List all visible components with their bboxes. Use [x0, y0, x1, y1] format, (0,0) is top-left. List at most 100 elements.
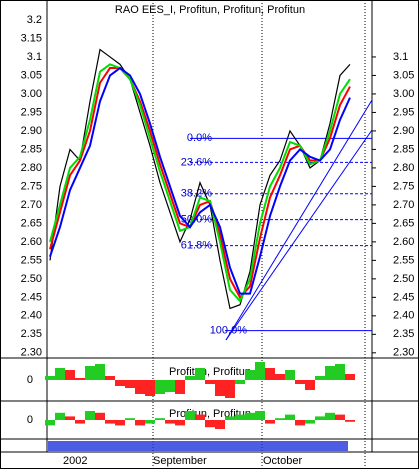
histogram-bar [105, 376, 115, 380]
histogram-bar [295, 380, 305, 384]
histogram-bar [135, 420, 145, 426]
panel-title: Profitun, Profitun [169, 366, 251, 378]
y-tick-label: 2.50 [21, 273, 42, 285]
y-tick-label: 2.30 [21, 347, 42, 359]
histogram-bar [95, 412, 105, 420]
y-tick-label: 2.35 [21, 328, 42, 340]
histogram-bar [65, 370, 75, 380]
histogram-bar [285, 414, 295, 420]
histogram-bar [155, 418, 165, 420]
histogram-bar [215, 380, 225, 396]
y-tick-label: 3.15 [21, 32, 42, 44]
y-tick-label: 2.40 [21, 310, 42, 322]
histogram-bar [255, 411, 265, 420]
histogram-bar [235, 380, 245, 384]
histogram-bar [295, 420, 305, 426]
series-line [49, 63, 351, 303]
volume-band [48, 441, 348, 451]
histogram-bar [165, 380, 175, 392]
histogram-bar [345, 374, 355, 380]
histogram-bar [195, 368, 205, 380]
y2-tick-label: 2.55 [393, 254, 414, 266]
histogram-bar [305, 380, 315, 390]
y-tick-label: 3.2 [27, 14, 42, 26]
histogram-bar [315, 416, 325, 420]
histogram-bar [55, 368, 65, 380]
y2-tick-label: 3.05 [393, 69, 414, 81]
y2-tick-label: 2.65 [393, 217, 414, 229]
y-tick-label: 2.60 [21, 236, 42, 248]
histogram-bar [205, 380, 215, 384]
series-line [49, 66, 351, 295]
histogram-bar [115, 420, 125, 426]
histogram-bar [105, 420, 115, 424]
histogram-bar [85, 411, 95, 420]
histogram-bar [335, 364, 345, 380]
fib-label: 61.8% [181, 239, 212, 251]
histogram-bar [135, 380, 145, 394]
y-tick-label: 2.90 [21, 125, 42, 137]
y2-tick-label: 2.75 [393, 180, 414, 192]
histogram-bar [265, 368, 275, 380]
chart-title: RAO EES_I, Profitun, Profitun, Profitun [115, 4, 305, 16]
x-tick-label: September [153, 455, 207, 467]
histogram-bar [325, 412, 335, 420]
histogram-bar [315, 376, 325, 380]
histogram-bar [275, 418, 285, 420]
y2-tick-label: 2.70 [393, 199, 414, 211]
histogram-bar [245, 412, 255, 420]
trend-line [225, 99, 373, 341]
y2-tick-label: 2.35 [393, 328, 414, 340]
histogram-bar [285, 370, 295, 380]
y-tick-label: 2.95 [21, 106, 42, 118]
histogram-bar [125, 380, 135, 388]
y2-tick-label: 2.30 [393, 347, 414, 359]
fib-label: 0.0% [187, 132, 212, 144]
histogram-bar [345, 420, 355, 422]
y-tick-label: 3.05 [21, 69, 42, 81]
y2-tick-label: 2.85 [393, 143, 414, 155]
y-tick-label: 3.00 [21, 88, 42, 100]
histogram-bar [235, 414, 245, 420]
y-tick-label: 2.55 [21, 254, 42, 266]
histogram-bar [145, 380, 155, 396]
histogram-bar [115, 380, 125, 386]
histogram-bar [325, 366, 335, 380]
histogram-bar [245, 370, 255, 380]
histogram-bar [125, 418, 135, 420]
y2-tick-label: 2.80 [393, 162, 414, 174]
histogram-bar [185, 376, 195, 380]
y-tick-label: 0 [27, 374, 33, 386]
y2-tick-label: 3.00 [393, 88, 414, 100]
y2-tick-label: 2.90 [393, 125, 414, 137]
histogram-bar [55, 412, 65, 420]
y2-tick-label: 2.40 [393, 310, 414, 322]
histogram-bar [45, 420, 55, 426]
y-tick-label: 2.80 [21, 162, 42, 174]
x-tick-label: 2002 [63, 455, 87, 467]
y-tick-label: 3.1 [27, 51, 42, 63]
histogram-bar [215, 420, 225, 429]
histogram-bar [155, 380, 165, 394]
trend-line [225, 129, 373, 341]
histogram-bar [85, 366, 95, 380]
histogram-bar [255, 362, 265, 380]
histogram-bar [165, 420, 175, 424]
y2-tick-label: 2.60 [393, 236, 414, 248]
histogram-bar [75, 378, 85, 380]
fib-label: 50.0% [181, 214, 212, 226]
y2-tick-label: 2.45 [393, 291, 414, 303]
y-tick-label: 2.45 [21, 291, 42, 303]
fib-label: 23.6% [181, 156, 212, 168]
histogram-bar [265, 420, 275, 424]
y-tick-label: 2.75 [21, 180, 42, 192]
histogram-bar [65, 416, 75, 420]
histogram-bar [305, 420, 315, 424]
histogram-bar [95, 364, 105, 380]
y-tick-label: 0 [27, 414, 33, 426]
histogram-bar [175, 420, 185, 426]
histogram-bar [45, 376, 55, 380]
y2-tick-label: 2.95 [393, 106, 414, 118]
